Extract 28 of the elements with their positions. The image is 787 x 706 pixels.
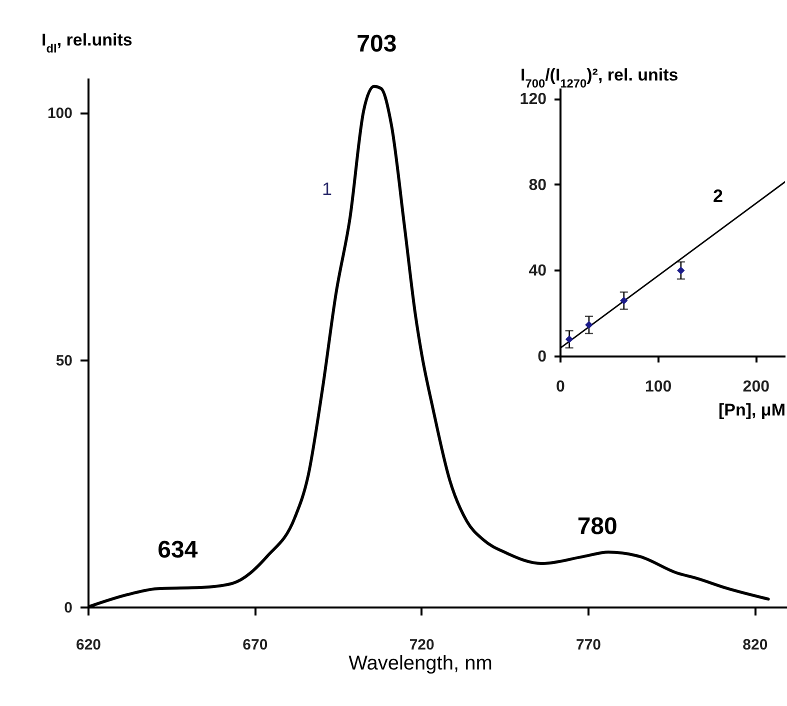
x-tick-label: 100 xyxy=(644,378,672,396)
x-tick-label: 620 xyxy=(76,636,102,654)
x-tick-label: 720 xyxy=(409,636,434,654)
point xyxy=(585,321,593,329)
y-axis-title: I$_{dl}$, rel.units xyxy=(42,30,132,56)
y-tick-label: 40 xyxy=(528,262,547,280)
point xyxy=(565,335,574,344)
annotation: 703 xyxy=(356,30,397,58)
x-axis-title: [Pn], μM xyxy=(718,400,786,420)
y-tick-label: 80 xyxy=(528,176,547,194)
point xyxy=(620,296,628,305)
x-tick-label: 0 xyxy=(556,378,566,396)
y-tick-label: 50 xyxy=(56,352,72,370)
x-tick-label: 200 xyxy=(742,378,770,396)
annotation: 780 xyxy=(577,513,618,540)
annotation: 2 xyxy=(712,186,724,206)
y-axis-title: I$_{700}$/(I$_{1270}$)², rel. units xyxy=(520,66,678,90)
point xyxy=(677,266,685,274)
annotation: 634 xyxy=(158,536,198,564)
x-axis-title: Wavelength, nm xyxy=(348,652,492,674)
x-tick-label: 770 xyxy=(576,636,602,654)
annotation: 1 xyxy=(322,179,332,199)
x-tick-label: 670 xyxy=(242,636,268,654)
y-tick-label: 0 xyxy=(538,348,547,366)
y-tick-label: 100 xyxy=(47,105,72,122)
y-tick-label: 120 xyxy=(520,91,547,108)
y-tick-label: 0 xyxy=(64,600,72,616)
x-tick-label: 820 xyxy=(742,636,768,654)
